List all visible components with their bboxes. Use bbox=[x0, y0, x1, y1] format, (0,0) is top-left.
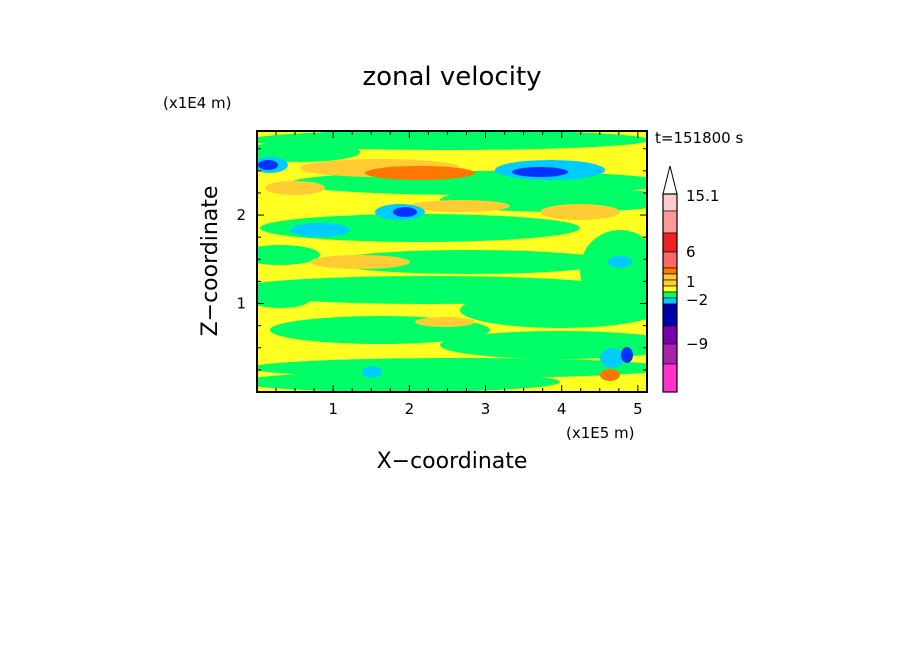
x-tick-label: 1 bbox=[328, 400, 338, 418]
colorbar-swatch bbox=[662, 232, 678, 253]
contour-region bbox=[393, 207, 417, 217]
contour-region bbox=[410, 200, 510, 212]
colorbar-swatch bbox=[662, 291, 678, 299]
contour-region bbox=[415, 317, 475, 327]
colorbar-label: 6 bbox=[686, 243, 696, 261]
contour-region bbox=[621, 347, 633, 363]
colorbar-swatch bbox=[662, 285, 678, 293]
contour-region bbox=[608, 256, 632, 268]
x-tick-label: 5 bbox=[633, 400, 643, 418]
contour-region bbox=[600, 348, 624, 368]
contour-region bbox=[330, 250, 610, 274]
colorbar-swatch bbox=[662, 193, 678, 212]
contour-region bbox=[265, 181, 325, 195]
contour-region bbox=[512, 167, 568, 177]
contour-region bbox=[362, 366, 382, 378]
contour-region bbox=[310, 255, 410, 269]
colorbar-swatch bbox=[662, 273, 678, 281]
y-axis-unit: (x1E4 m) bbox=[163, 94, 232, 112]
contour-region bbox=[257, 292, 310, 308]
colorbar-swatch bbox=[662, 267, 678, 275]
contour-region bbox=[257, 131, 647, 150]
x-axis-label: X−coordinate bbox=[377, 449, 528, 474]
contour-region bbox=[258, 160, 278, 170]
contour-region bbox=[257, 245, 320, 265]
contour-region bbox=[540, 204, 620, 220]
contour-region bbox=[440, 331, 647, 359]
colorbar-swatch bbox=[662, 325, 678, 345]
colorbar-frame bbox=[662, 193, 678, 393]
colorbar-swatch bbox=[662, 297, 678, 305]
colorbar-swatch bbox=[662, 363, 678, 393]
colorbar-swatch bbox=[662, 303, 678, 327]
colorbar-label: −2 bbox=[686, 291, 708, 309]
colorbar-swatch bbox=[662, 251, 678, 269]
colorbar-cap bbox=[662, 165, 678, 195]
x-axis: 1 2 3 4 5 bbox=[275, 131, 643, 418]
y-axis: 12 bbox=[236, 148, 647, 371]
y-axis-label: Z−coordinate bbox=[198, 186, 223, 337]
x-tick-label: 2 bbox=[405, 400, 415, 418]
contour-region bbox=[600, 369, 620, 381]
x-tick-label: 3 bbox=[481, 400, 491, 418]
contour-region bbox=[580, 230, 647, 310]
y-tick-label: 2 bbox=[236, 206, 246, 224]
contour-region bbox=[257, 372, 560, 392]
colorbar-label: 1 bbox=[686, 273, 696, 291]
x-tick-label: 4 bbox=[557, 400, 567, 418]
colorbar-swatch bbox=[662, 279, 678, 287]
chart-title: zonal velocity bbox=[362, 62, 541, 92]
colorbar: 15.1 6 1−2 −9 bbox=[662, 165, 719, 393]
contour-region bbox=[365, 166, 475, 180]
time-label: t=151800 s bbox=[655, 129, 743, 147]
contour-region bbox=[290, 223, 350, 237]
plot-frame bbox=[256, 130, 648, 393]
colorbar-label: 15.1 bbox=[686, 187, 719, 205]
colorbar-swatch bbox=[662, 343, 678, 365]
contour-region bbox=[257, 142, 360, 162]
colorbar-label: −9 bbox=[686, 335, 708, 353]
contour-field bbox=[257, 131, 647, 392]
x-axis-unit: (x1E5 m) bbox=[566, 424, 635, 442]
colorbar-swatch bbox=[662, 210, 678, 234]
y-tick-label: 1 bbox=[236, 295, 246, 313]
